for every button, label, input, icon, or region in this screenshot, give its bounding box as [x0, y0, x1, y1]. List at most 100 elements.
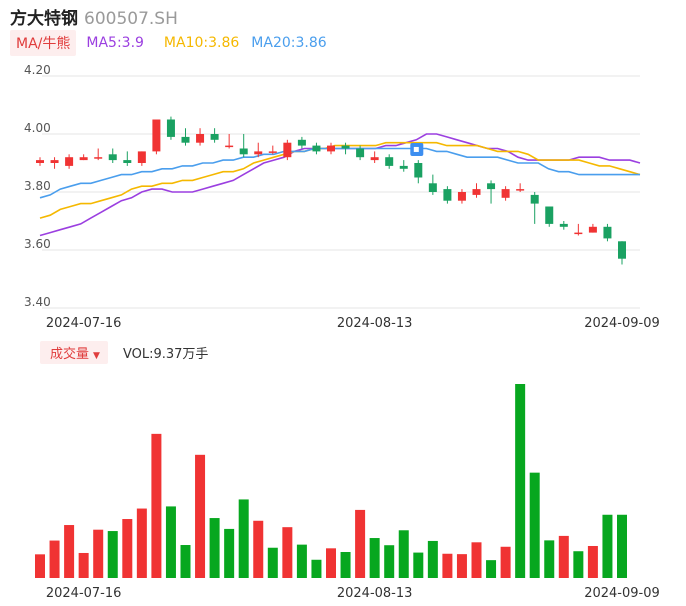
candle-body: [472, 189, 481, 195]
event-marker-glyph: [413, 146, 419, 152]
candle-body: [603, 226, 612, 239]
volume-bar: [107, 531, 118, 578]
candle-body: [516, 189, 525, 191]
ma10-line: [39, 141, 641, 219]
candle-body: [254, 151, 263, 155]
candle-body: [94, 157, 103, 159]
candle-body: [137, 151, 146, 163]
price-y-tick-label: 4.20: [24, 63, 51, 77]
volume-bar: [529, 472, 540, 578]
candle-body: [181, 136, 190, 143]
candle-body: [618, 241, 626, 259]
volume-bar: [617, 514, 627, 578]
volume-bar: [151, 433, 162, 578]
volume-x-axis: 2024-07-16 2024-08-13 2024-09-09: [46, 586, 660, 601]
price-x-tick-label: 2024-07-16: [46, 316, 122, 331]
volume-bar: [398, 530, 409, 578]
volume-bar: [180, 545, 191, 578]
volume-bar: [558, 535, 569, 578]
volume-bar: [544, 540, 555, 578]
volume-x-tick-label: 2024-08-13: [337, 586, 413, 601]
candle-body: [530, 194, 539, 204]
candle-body: [79, 157, 88, 161]
volume-bar: [136, 508, 147, 578]
candle-body: [268, 151, 277, 153]
volume-bar: [49, 540, 60, 578]
candle-body: [443, 189, 452, 201]
volume-bar: [500, 546, 511, 578]
volume-bar: [587, 545, 598, 578]
volume-bar: [515, 384, 526, 578]
candle-body: [225, 145, 234, 148]
candle-body: [341, 145, 350, 149]
volume-bar: [238, 499, 249, 578]
volume-bar: [355, 509, 366, 578]
ma-indicator-tab[interactable]: MA/牛熊: [10, 30, 77, 56]
price-x-axis: 2024-07-16 2024-08-13 2024-09-09: [46, 316, 660, 331]
volume-x-tick-label: 2024-07-16: [46, 586, 122, 601]
volume-bar: [282, 527, 293, 578]
volume-bar: [165, 506, 176, 578]
volume-bar: [209, 518, 220, 578]
candle-body: [545, 206, 554, 224]
candle-body: [283, 142, 292, 158]
stock-code: 600507.SH: [84, 9, 178, 29]
volume-bar: [253, 520, 264, 578]
ma20-line: [39, 147, 640, 199]
ma10-legend: MA10:3.86: [163, 35, 240, 51]
volume-bar: [602, 514, 613, 578]
volume-bar: [93, 529, 104, 578]
price-x-tick-label: 2024-08-13: [337, 316, 413, 331]
price-x-tick-label: 2024-09-09: [584, 316, 660, 331]
price-grid: 4.20 4.00 3.80 3.60 3.40: [24, 63, 640, 309]
volume-bar: [64, 525, 75, 578]
volume-value: VOL:9.37万手: [122, 346, 209, 362]
event-marker[interactable]: [410, 142, 424, 156]
candle-body: [574, 232, 583, 235]
candle-body: [370, 157, 379, 161]
candle-body: [152, 119, 161, 152]
candle-body: [123, 160, 132, 163]
candle-body: [65, 157, 74, 166]
volume-bar: [195, 454, 206, 578]
price-y-tick-label: 3.80: [24, 179, 51, 193]
ma20-legend: MA20:3.86: [251, 35, 327, 51]
volume-bar: [296, 544, 307, 578]
volume-bar: [427, 540, 438, 578]
volume-bars: [35, 384, 627, 578]
volume-bar: [456, 554, 467, 578]
volume-legend: 成交量 ▼ VOL:9.37万手: [40, 340, 209, 364]
volume-x-tick-label: 2024-09-09: [584, 586, 660, 601]
price-y-tick-label: 4.00: [24, 121, 51, 135]
volume-bar: [35, 554, 45, 578]
candle-body: [414, 163, 423, 178]
candle-body: [312, 145, 321, 152]
volume-bar: [369, 538, 380, 578]
volume-bar: [486, 560, 497, 578]
volume-bar: [384, 545, 395, 578]
candle-body: [457, 192, 466, 201]
candle-body: [356, 148, 365, 158]
volume-bar: [471, 542, 482, 578]
volume-bar: [224, 528, 235, 578]
volume-bar: [573, 551, 584, 578]
volume-bar: [340, 552, 351, 578]
ma-lines: [39, 133, 641, 237]
stock-header: 方大特钢 600507.SH: [10, 4, 178, 29]
candle-body: [210, 134, 219, 140]
candle-body: [196, 134, 205, 143]
stock-name: 方大特钢: [10, 9, 78, 29]
volume-indicator-label: 成交量: [50, 346, 90, 362]
candle-body: [559, 223, 568, 227]
volume-indicator-dropdown[interactable]: 成交量 ▼: [40, 340, 108, 364]
candle-body: [239, 148, 248, 155]
candlesticks: [36, 116, 626, 265]
volume-bar: [122, 519, 133, 578]
candle-body: [428, 183, 437, 192]
candle-body: [399, 165, 408, 169]
candle-body: [50, 160, 59, 163]
candle-body: [385, 157, 394, 166]
volume-bar: [326, 548, 336, 578]
candle-body: [327, 145, 335, 152]
